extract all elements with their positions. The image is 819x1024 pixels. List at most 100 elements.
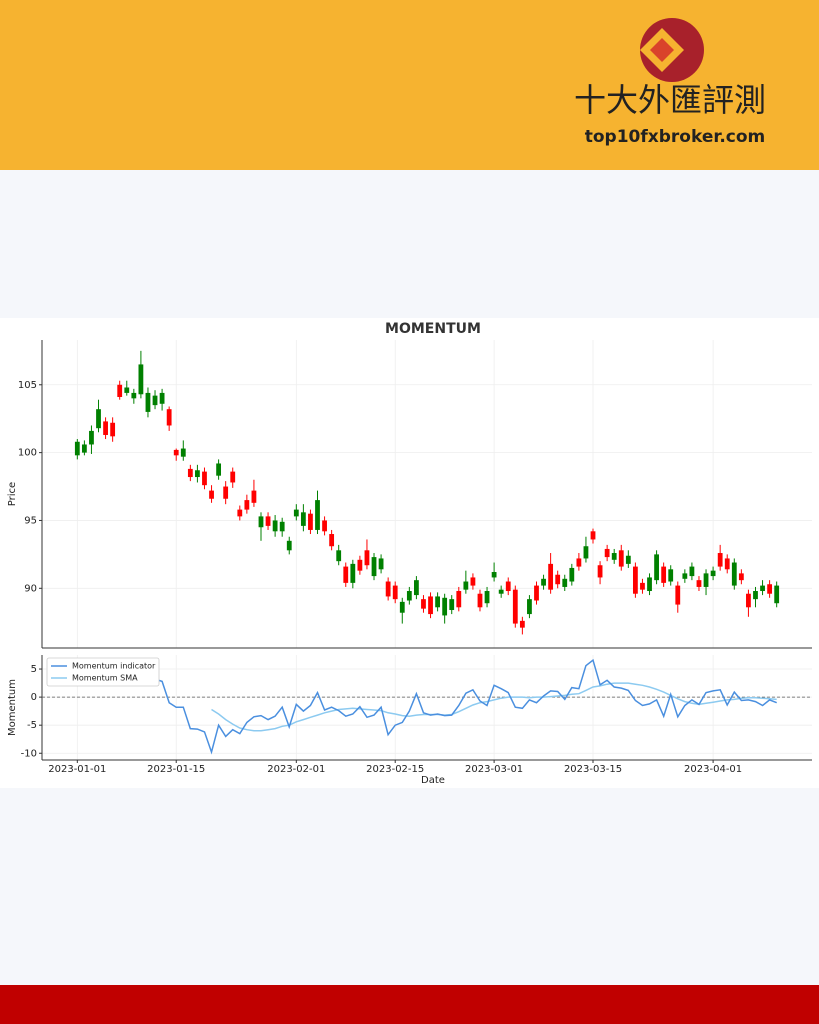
candle-body xyxy=(710,570,716,577)
brand: 十大外匯評測 xyxy=(574,81,766,119)
candle-body xyxy=(145,392,151,412)
y-tick-label: 0 xyxy=(31,692,37,703)
candle-body xyxy=(166,409,172,426)
candle-body xyxy=(406,591,412,601)
candle-body xyxy=(117,384,123,397)
candle-body xyxy=(442,597,448,616)
x-tick-label: 2023-04-01 xyxy=(684,764,742,775)
site: top10fxbroker.com xyxy=(585,127,766,147)
candle-body xyxy=(279,521,285,532)
candle-body xyxy=(209,490,214,499)
candle-body xyxy=(435,596,440,608)
candle-body xyxy=(159,392,165,404)
candle-body xyxy=(187,468,193,478)
candle-body xyxy=(322,520,327,532)
candle-body xyxy=(527,599,532,615)
candle-body xyxy=(272,520,278,532)
candle-body xyxy=(562,578,568,587)
candle-body xyxy=(392,585,398,600)
candle-body xyxy=(286,540,292,551)
candle-body xyxy=(647,577,652,592)
candle-body xyxy=(350,563,356,583)
candle-body xyxy=(724,558,730,570)
candle-body xyxy=(258,516,264,528)
logo-inner xyxy=(650,38,674,62)
candle-body xyxy=(364,550,370,566)
legend-label: Momentum SMA xyxy=(72,674,138,683)
candle-body xyxy=(519,620,525,628)
x-tick-label: 2023-03-01 xyxy=(465,764,523,775)
candle-body xyxy=(315,500,320,530)
candle-body xyxy=(223,486,229,499)
candle-body xyxy=(717,553,723,567)
candle-body xyxy=(110,422,116,437)
x-tick-label: 2023-01-15 xyxy=(147,764,205,775)
candle-body xyxy=(640,582,645,590)
candle-body xyxy=(604,548,610,558)
y-axis-label: Price xyxy=(7,482,18,506)
candle-body xyxy=(152,395,158,406)
chart-title: MOMENTUM xyxy=(385,321,481,337)
candle-body xyxy=(470,577,476,586)
candle-body xyxy=(753,591,758,600)
series-line xyxy=(147,658,777,755)
candle-body xyxy=(329,534,335,547)
candle-body xyxy=(632,566,638,594)
candle-body xyxy=(343,566,349,583)
candle-body xyxy=(668,569,674,582)
y-tick-label: 5 xyxy=(31,664,37,675)
candle-body xyxy=(265,516,271,526)
candle-body xyxy=(180,448,186,457)
candle-body xyxy=(456,591,462,608)
candle-body xyxy=(230,471,236,483)
candle-body xyxy=(555,574,561,585)
candle-body xyxy=(89,430,94,445)
candle-body xyxy=(548,563,554,590)
candle-body xyxy=(195,470,200,478)
candle-body xyxy=(300,512,306,526)
candle-body xyxy=(251,490,257,503)
candle-body xyxy=(534,585,539,601)
series-line xyxy=(211,682,777,732)
x-tick-label: 2023-03-15 xyxy=(564,764,622,775)
candle-body xyxy=(216,463,222,476)
candle-body xyxy=(703,573,709,587)
candle-body xyxy=(124,387,130,393)
candle-body xyxy=(675,585,681,605)
candle-body xyxy=(505,581,511,592)
legend-label: Momentum indicator xyxy=(72,662,156,671)
candle-body xyxy=(654,554,659,581)
x-tick-label: 2023-02-15 xyxy=(366,764,424,775)
y-tick-label: 95 xyxy=(24,515,37,526)
candle-body xyxy=(357,559,363,571)
x-axis-label: Date xyxy=(421,775,445,786)
x-tick-label: 2023-01-01 xyxy=(48,764,106,775)
candle-body xyxy=(746,593,751,608)
candle-body xyxy=(74,441,80,456)
candle-body xyxy=(293,509,299,517)
candle-body xyxy=(491,572,497,578)
candle-body xyxy=(767,584,773,594)
candle-body xyxy=(378,558,384,570)
candle-body xyxy=(569,567,575,582)
candle-body xyxy=(576,558,582,567)
candle-body xyxy=(336,550,342,562)
candle-body xyxy=(371,557,377,577)
candle-body xyxy=(428,596,433,615)
candle-body xyxy=(611,553,617,560)
candle-body xyxy=(618,550,624,567)
candle-body xyxy=(449,599,455,611)
candle-body xyxy=(512,589,518,624)
candle-body xyxy=(731,562,737,586)
candle-body xyxy=(696,580,702,587)
candle-body xyxy=(138,364,144,395)
candle-body xyxy=(385,581,391,597)
candle-body xyxy=(625,555,631,564)
y-tick-label: -5 xyxy=(27,720,37,731)
candle-body xyxy=(590,531,596,540)
candle-body xyxy=(682,573,688,579)
candle-body xyxy=(414,580,419,596)
y-axis-label: Momentum xyxy=(7,679,18,736)
